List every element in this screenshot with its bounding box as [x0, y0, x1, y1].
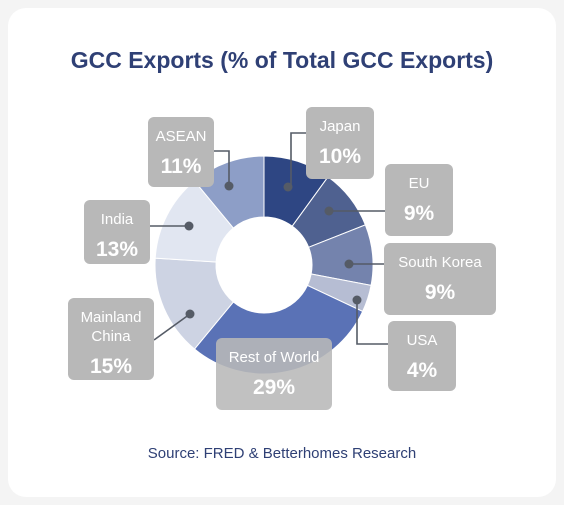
label-value: 9%: [404, 202, 435, 225]
label-value: 11%: [161, 155, 202, 178]
label-value: 13%: [96, 238, 138, 261]
label-box: [148, 117, 214, 187]
chart-title: GCC Exports (% of Total GCC Exports): [71, 47, 494, 73]
connector-dot-usa: [352, 295, 362, 305]
connector-dot-south-korea: [344, 259, 354, 269]
label-mainland-china: Mainland China 15%: [68, 298, 154, 380]
label-value: 15%: [90, 355, 132, 378]
label-box: [68, 298, 154, 380]
label-india: India 13%: [84, 200, 150, 264]
label-box: [385, 164, 453, 236]
label-name: South Korea: [398, 254, 482, 271]
connector-asean: [214, 150, 230, 186]
slice-labels: Japan 10% EU 9% South Korea 9% USA 4% Rest of Wo…: [68, 107, 496, 410]
connector-usa: [356, 300, 388, 345]
connector-dot-asean: [224, 181, 234, 191]
label-value: 9%: [425, 281, 456, 304]
label-value: 29%: [253, 376, 295, 399]
label-asean: ASEAN 11%: [148, 117, 214, 187]
label-usa: USA 4%: [388, 321, 456, 391]
label-name: Mainland: [81, 309, 142, 326]
label-box: [216, 338, 332, 410]
label-name: India: [101, 211, 134, 228]
label-south-korea: South Korea 9%: [384, 243, 496, 315]
label-name: USA: [407, 332, 438, 349]
label-name: EU: [409, 175, 430, 192]
label-eu: EU 9%: [385, 164, 453, 236]
label-value: 4%: [407, 359, 438, 382]
connector-dot-india: [184, 221, 194, 231]
label-name: Rest of World: [229, 349, 320, 366]
label-box: [84, 200, 150, 264]
label-name: China: [91, 328, 131, 345]
label-box: [306, 107, 374, 179]
connector-dot-mainland-china: [185, 309, 195, 319]
connector-dot-japan: [283, 182, 293, 192]
label-name: Japan: [320, 118, 361, 135]
label-box: [384, 243, 496, 315]
label-connectors: [150, 132, 388, 345]
label-rest-of-world: Rest of World 29%: [216, 338, 332, 410]
label-box: [388, 321, 456, 391]
label-japan: Japan 10%: [306, 107, 374, 179]
label-value: 10%: [319, 145, 361, 168]
connector-dot-eu: [324, 206, 334, 216]
connector-mainland-china: [153, 313, 191, 341]
label-name: ASEAN: [156, 128, 207, 145]
chart-source: Source: FRED & Betterhomes Research: [148, 445, 416, 462]
